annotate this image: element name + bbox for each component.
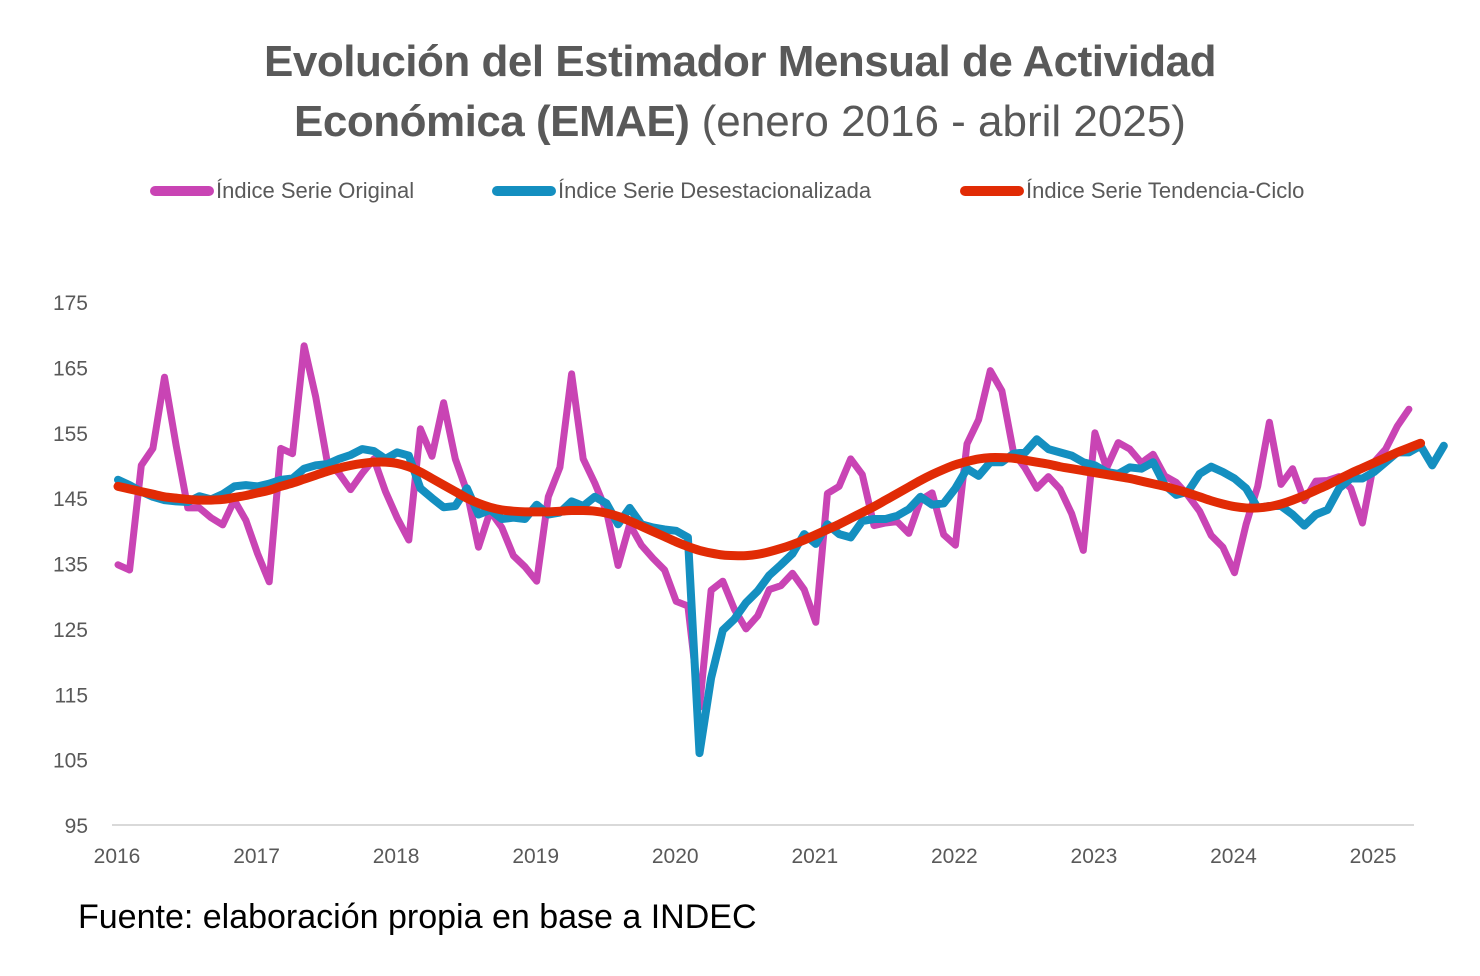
x-tick-label: 2017: [233, 845, 280, 868]
series-line-tendencia-ciclo: [113, 438, 1426, 561]
legend-item-desestacionalizada: Índice Serie Desestacionalizada: [492, 178, 871, 204]
y-tick-label: 115: [55, 684, 88, 707]
y-tick-label: 145: [53, 488, 88, 511]
series-line-original: [114, 342, 1413, 711]
legend-label-original: Índice Serie Original: [216, 178, 415, 203]
y-tick-label: 125: [53, 619, 88, 642]
series-line-desestacionalizada: [114, 435, 1448, 758]
x-tick-label: 2021: [791, 845, 838, 868]
x-tick-label: 2016: [94, 845, 141, 868]
x-tick-label: 2020: [652, 845, 699, 868]
legend: Índice Serie Original Índice Serie Deses…: [0, 178, 1480, 210]
source-footnote: Fuente: elaboración propia en base a IND…: [78, 898, 757, 936]
series-lines: [113, 342, 1448, 758]
y-tick-label: 135: [53, 554, 88, 577]
chart-title-bold: Económica (EMAE): [294, 97, 690, 146]
chart-title-period: (enero 2016 - abril 2025): [701, 97, 1186, 146]
legend-swatch-original: [150, 186, 214, 196]
legend-item-tendencia: Índice Serie Tendencia-Ciclo: [960, 178, 1304, 204]
legend-swatch-tendencia: [960, 186, 1024, 196]
x-tick-label: 2018: [373, 845, 420, 868]
chart-title-line1: Evolución del Estimador Mensual de Activ…: [264, 37, 1216, 86]
legend-label-desestacionalizada: Índice Serie Desestacionalizada: [558, 178, 872, 203]
y-tick-label: 155: [53, 423, 88, 446]
x-tick-label: 2023: [1071, 845, 1118, 868]
y-tick-label: 105: [53, 750, 88, 773]
legend-swatch-desestacionalizada: [492, 186, 556, 196]
x-tick-label: 2019: [512, 845, 559, 868]
chart-title-line2: Económica (EMAE) (enero 2016 - abril 202…: [0, 94, 1480, 150]
legend-label-tendencia: Índice Serie Tendencia-Ciclo: [1026, 178, 1305, 203]
x-tick-label: 2024: [1210, 845, 1257, 868]
y-tick-label: 175: [53, 292, 88, 315]
x-axis-ticks: 2016 2017 2018 2019 2020 2021 2022 2023 2024 2025: [94, 845, 1397, 868]
y-tick-label: 165: [53, 357, 88, 380]
y-tick-label: 95: [65, 815, 88, 838]
y-axis-ticks: 95 105 115 125 135 145 155 165 175: [53, 292, 88, 838]
legend-item-original: Índice Serie Original: [150, 178, 414, 204]
x-tick-label: 2025: [1350, 845, 1397, 868]
x-tick-label: 2022: [931, 845, 978, 868]
